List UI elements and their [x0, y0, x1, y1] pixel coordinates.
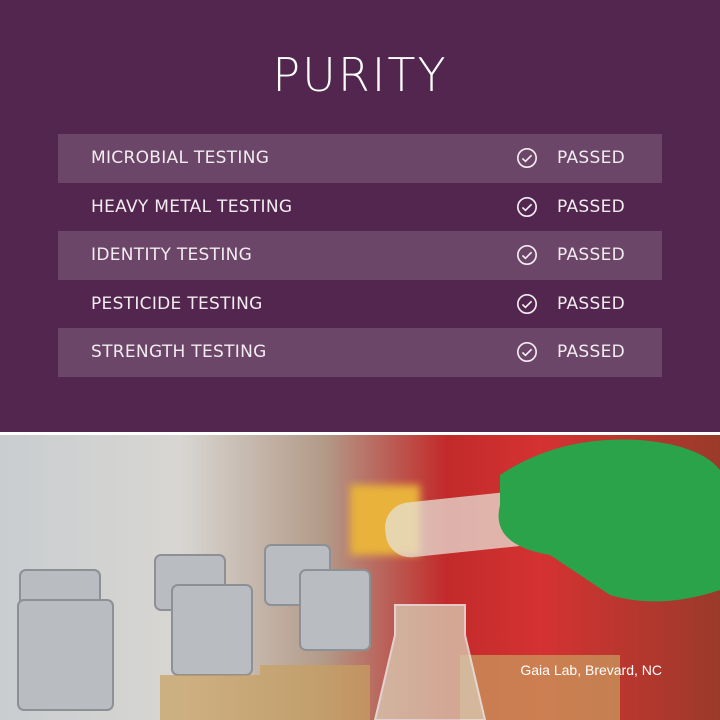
- divider: [0, 432, 720, 435]
- photo-caption: Gaia Lab, Brevard, NC: [520, 662, 662, 678]
- check-circle-icon: [517, 196, 537, 217]
- test-name: HEAVY METAL TESTING: [91, 196, 293, 217]
- status-label: PASSED: [557, 342, 626, 363]
- lab-photo: Gaia Lab, Brevard, NC: [0, 435, 720, 720]
- purity-panel: PURITY MICROBIAL TESTING PASSED HEAVY ME…: [58, 48, 662, 377]
- check-circle-icon: [517, 293, 537, 314]
- test-name: MICROBIAL TESTING: [91, 148, 270, 169]
- status-label: PASSED: [557, 148, 626, 169]
- test-results-table: MICROBIAL TESTING PASSED HEAVY METAL TES…: [58, 134, 662, 377]
- test-name: IDENTITY TESTING: [91, 245, 253, 266]
- table-row: STRENGTH TESTING PASSED: [58, 328, 662, 377]
- status-label: PASSED: [557, 245, 626, 266]
- test-name: PESTICIDE TESTING: [91, 293, 263, 314]
- status-label: PASSED: [557, 293, 626, 314]
- check-circle-icon: [517, 148, 537, 169]
- test-name: STRENGTH TESTING: [91, 342, 267, 363]
- lab-bottles-illustration: [17, 439, 720, 720]
- table-row: HEAVY METAL TESTING PASSED: [58, 183, 662, 232]
- page-title: PURITY: [272, 48, 448, 102]
- table-row: MICROBIAL TESTING PASSED: [58, 134, 662, 183]
- table-row: PESTICIDE TESTING PASSED: [58, 280, 662, 329]
- status-label: PASSED: [557, 196, 626, 217]
- check-circle-icon: [517, 245, 537, 266]
- check-circle-icon: [517, 342, 537, 363]
- table-row: IDENTITY TESTING PASSED: [58, 231, 662, 280]
